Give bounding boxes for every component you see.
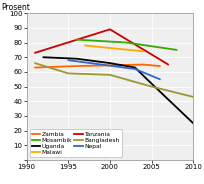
Legend: Zambia, Mosambik, Uganda, Malawi, Tanzania, Bangladesh, Nepal, : Zambia, Mosambik, Uganda, Malawi, Tanzan… [29,129,121,157]
Text: Prosent: Prosent [2,3,30,12]
